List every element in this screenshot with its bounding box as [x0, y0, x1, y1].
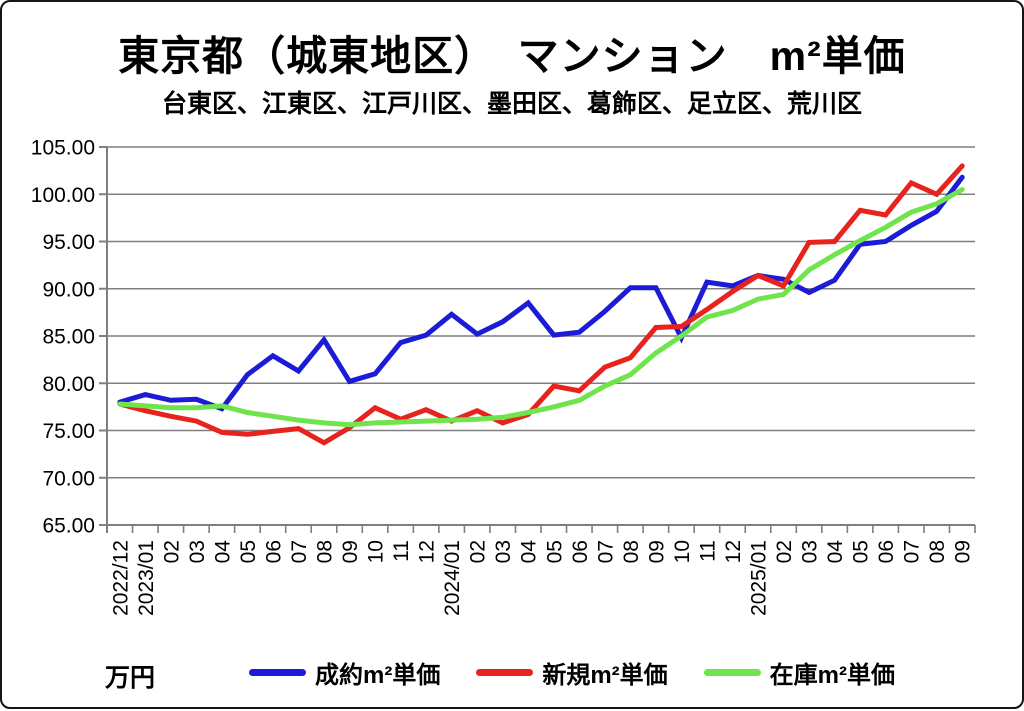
chart-subtitle: 台東区、江東区、江戸川区、墨田区、葛飾区、足立区、荒川区	[161, 90, 862, 118]
x-axis-tick-label: 07	[288, 540, 311, 563]
y-axis-unit-label: 万円	[105, 664, 156, 692]
x-axis-tick-label: 03	[492, 540, 515, 563]
x-axis-tick-label: 09	[339, 540, 362, 563]
x-axis-tick-label: 10	[365, 540, 388, 563]
legend-item-label: 在庫m²単価	[769, 661, 896, 689]
y-axis-tick-label: 75.00	[42, 420, 95, 443]
x-axis-tick-label: 2022/12	[109, 540, 132, 616]
x-axis-tick-label: 04	[824, 540, 847, 564]
x-axis-tick-label: 04	[518, 540, 541, 564]
y-axis-tick-label: 80.00	[42, 373, 95, 396]
x-axis-tick-label: 2023/01	[135, 540, 158, 616]
legend: 成約m²単価 新規m²単価 在庫m²単価	[248, 650, 896, 694]
x-axis-tick-label: 11	[390, 540, 413, 562]
x-axis-tick-label: 06	[569, 540, 592, 563]
x-axis-tick-label: 07	[594, 540, 617, 563]
y-axis-tick-label: 85.00	[42, 326, 95, 349]
legend-item-1: 新規m²単価	[476, 655, 668, 690]
x-axis-tick-label: 12	[722, 540, 745, 563]
x-axis-tick-label: 06	[875, 540, 898, 563]
legend-swatch-2	[703, 668, 761, 676]
y-axis-tick-label: 70.00	[42, 467, 95, 490]
chart-footer: 万円 成約m²単価 新規m²単価 在庫m²単価	[2, 650, 1022, 694]
legend-item-label: 成約m²単価	[314, 661, 441, 689]
y-axis-tick-label: 65.00	[42, 515, 95, 538]
x-axis-tick-label: 12	[416, 540, 439, 563]
legend-swatch-0	[248, 668, 306, 676]
x-axis-tick-label: 04	[211, 540, 234, 564]
legend-swatch-1	[476, 668, 534, 676]
x-axis-tick-label: 03	[186, 540, 209, 563]
x-axis-tick-label: 10	[671, 540, 694, 563]
x-axis-tick-label: 2024/01	[441, 540, 464, 616]
x-axis-tick-label: 05	[237, 540, 260, 563]
chart-title: 東京都（城東地区） マンション m²単価	[118, 33, 906, 79]
y-axis-tick-label: 90.00	[42, 278, 95, 301]
x-axis-tick-label: 2025/01	[748, 540, 771, 616]
x-axis-tick-label: 02	[467, 540, 490, 563]
legend-item-0: 成約m²単価	[248, 655, 441, 690]
x-axis-tick-label: 07	[901, 540, 924, 563]
series-line-2	[117, 187, 965, 428]
y-axis-tick-label: 95.00	[42, 231, 95, 254]
x-axis-tick-label: 03	[799, 540, 822, 563]
x-axis-tick-label: 09	[645, 540, 668, 563]
y-axis-tick-label: 105.00	[31, 137, 95, 160]
x-axis-tick-label: 02	[773, 540, 796, 563]
legend-item-label: 新規m²単価	[542, 661, 668, 689]
legend-item-2: 在庫m²単価	[703, 655, 896, 690]
y-axis-tick-label: 100.00	[31, 184, 95, 207]
x-axis-tick-label: 02	[160, 540, 183, 563]
x-axis-tick-label: 09	[952, 540, 975, 563]
x-axis-tick-label: 08	[620, 540, 643, 563]
x-axis-tick-label: 05	[850, 540, 873, 563]
x-axis-tick-label: 08	[926, 540, 949, 563]
x-axis-tick-label: 08	[314, 540, 337, 563]
series-line-0	[117, 174, 965, 412]
x-axis-tick-label: 11	[696, 540, 719, 562]
series-line-1	[117, 163, 965, 446]
x-axis-tick-label: 05	[543, 540, 566, 563]
x-axis-tick-label: 06	[262, 540, 285, 563]
